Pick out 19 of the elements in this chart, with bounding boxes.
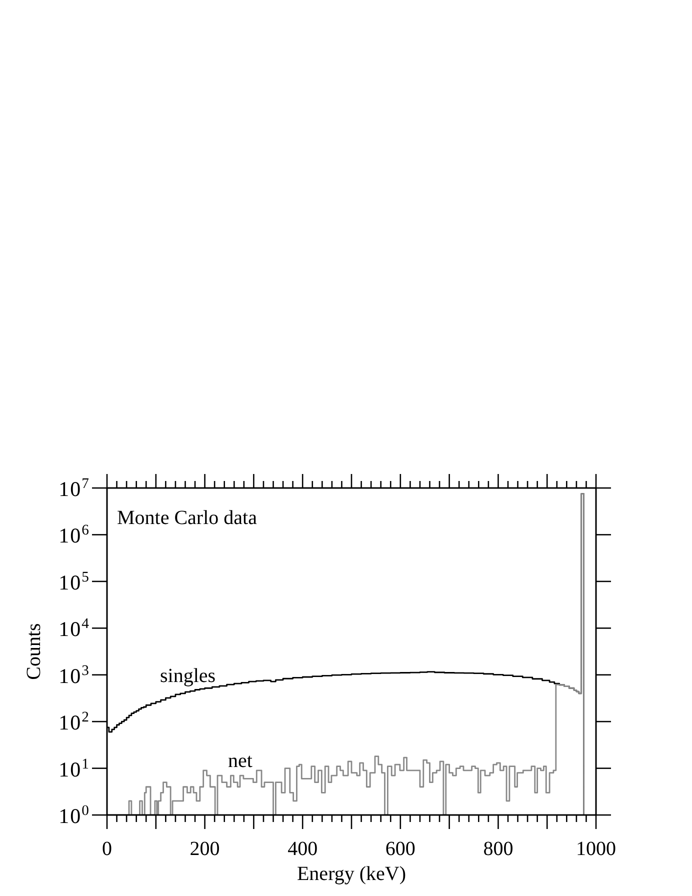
x-tick-label: 600 xyxy=(385,838,416,860)
y-tick-label: 10$^{4}$ xyxy=(58,616,90,642)
y-axis-title: Counts xyxy=(23,622,45,680)
x-axis-title: Energy (keV) xyxy=(296,863,406,885)
x-tick-label: 1000 xyxy=(576,838,616,860)
series-label: net xyxy=(228,750,253,772)
x-tick-label: 0 xyxy=(102,838,112,860)
series-label: singles xyxy=(160,665,216,687)
y-tick-label: 10$^{6}$ xyxy=(58,522,90,548)
y-tick-label: 10$^{0}$ xyxy=(58,803,90,828)
y-tick-label: 10$^{1}$ xyxy=(58,756,90,782)
annotation: Monte Carlo data xyxy=(117,507,258,529)
y-tick-label: 10$^{7}$ xyxy=(58,476,90,501)
x-tick-label: 400 xyxy=(288,838,318,860)
x-tick-label: 200 xyxy=(190,838,220,860)
y-tick-label: 10$^{5}$ xyxy=(58,569,90,594)
y-tick-label: 10$^{2}$ xyxy=(58,710,90,735)
x-tick-label: 800 xyxy=(483,838,514,860)
y-tick-label: 10$^{3}$ xyxy=(58,662,90,688)
